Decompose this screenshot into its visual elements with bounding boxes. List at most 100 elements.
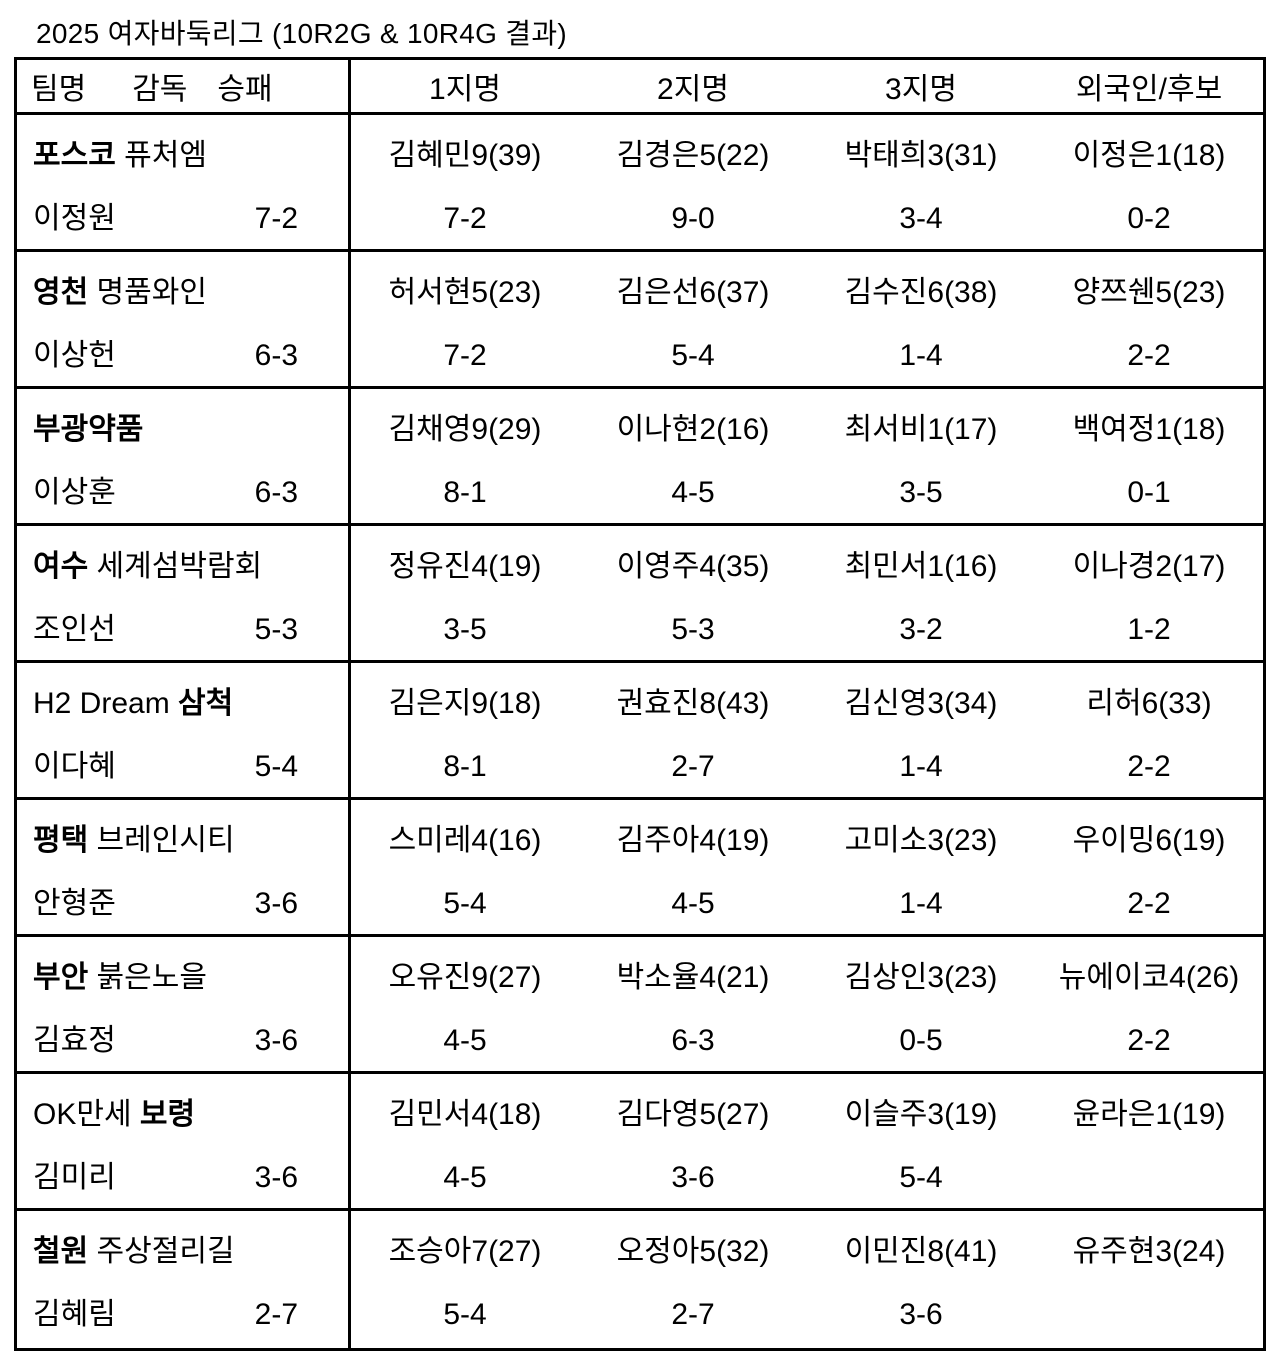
player-cell: 권효진8(43) 2-7 — [579, 663, 807, 797]
player-record: 4-5 — [671, 476, 715, 509]
player-name: 김민서4(18) — [388, 1098, 542, 1131]
team-name: H2 Dream 삼척 — [33, 687, 234, 720]
player-cell: 김주아4(19) 4-5 — [579, 800, 807, 934]
player-name: 오정아5(32) — [616, 1235, 770, 1268]
player-record: 1-4 — [899, 339, 943, 372]
player-cell: 리허6(33) 2-2 — [1035, 663, 1263, 797]
player-cell: 유주현3(24) — [1035, 1211, 1263, 1348]
player-name: 우이밍6(19) — [1072, 824, 1226, 857]
team-record: 6-3 — [254, 339, 298, 372]
coach-name: 김미리 — [33, 1161, 116, 1194]
header-team-label: 팀명 — [31, 73, 87, 106]
player-cell: 이영주4(35) 5-3 — [579, 526, 807, 660]
header-team-cell: 팀명 감독 승패 — [17, 60, 351, 112]
coach-line: 이상헌 6-3 — [33, 339, 348, 373]
player-cell: 허서현5(23) 7-2 — [351, 252, 579, 386]
player-name: 이정은1(18) — [1072, 139, 1226, 172]
table-row: 평택 브레인시티 안형준 3-6 스미레4(16) 5-4 김주아4(19) 4… — [17, 800, 1263, 937]
team-record: 3-6 — [254, 887, 298, 920]
player-name: 고미소3(23) — [844, 824, 998, 857]
table-row: 철원 주상절리길 김혜림 2-7 조승아7(27) 5-4 오정아5(32) 2… — [17, 1211, 1263, 1348]
team-record: 3-6 — [254, 1024, 298, 1057]
player-cell: 오정아5(32) 2-7 — [579, 1211, 807, 1348]
player-cell: 백여정1(18) 0-1 — [1035, 389, 1263, 523]
player-name: 박태희3(31) — [844, 139, 998, 172]
player-record: 2-2 — [1127, 339, 1171, 372]
coach-line: 이다혜 5-4 — [33, 750, 348, 784]
player-name: 김혜민9(39) — [388, 139, 542, 172]
player-cell: 최민서1(16) 3-2 — [807, 526, 1035, 660]
team-name: 평택 브레인시티 — [33, 824, 235, 857]
player-name: 김은지9(18) — [388, 687, 542, 720]
player-record: 5-4 — [899, 1161, 943, 1194]
player-record: 7-2 — [443, 339, 487, 372]
player-cell: 김수진6(38) 1-4 — [807, 252, 1035, 386]
player-record: 2-2 — [1127, 887, 1171, 920]
player-name: 백여정1(18) — [1072, 413, 1226, 446]
team-record: 2-7 — [254, 1298, 298, 1331]
player-record: 2-2 — [1127, 750, 1171, 783]
player-cell: 김상인3(23) 0-5 — [807, 937, 1035, 1071]
table-row: 부광약품 이상훈 6-3 김채영9(29) 8-1 이나현2(16) 4-5 최… — [17, 389, 1263, 526]
player-name: 최서비1(17) — [844, 413, 998, 446]
player-name: 권효진8(43) — [616, 687, 770, 720]
player-record: 1-4 — [899, 887, 943, 920]
coach-name: 이상훈 — [33, 476, 116, 509]
team-cell: 부안 붉은노을 김효정 3-6 — [17, 937, 351, 1071]
player-record: 3-5 — [899, 476, 943, 509]
coach-name: 이상헌 — [33, 339, 116, 372]
player-name: 이민진8(41) — [844, 1235, 998, 1268]
player-cell: 정유진4(19) 3-5 — [351, 526, 579, 660]
player-name: 김상인3(23) — [844, 961, 998, 994]
header-pick3: 3지명 — [885, 73, 957, 106]
player-record: 1-4 — [899, 750, 943, 783]
header-result-label: 승패 — [217, 73, 273, 106]
player-name: 이영주4(35) — [616, 550, 770, 583]
player-name: 조승아7(27) — [388, 1235, 542, 1268]
player-name: 이슬주3(19) — [844, 1098, 998, 1131]
player-record: 8-1 — [443, 476, 487, 509]
player-cell: 김경은5(22) 9-0 — [579, 115, 807, 249]
team-record: 5-4 — [254, 750, 298, 783]
player-cell: 우이밍6(19) 2-2 — [1035, 800, 1263, 934]
player-name: 정유진4(19) — [388, 550, 542, 583]
page-title: 2025 여자바둑리그 (10R2G & 10R4G 결과) — [36, 18, 568, 49]
player-cell: 이정은1(18) 0-2 — [1035, 115, 1263, 249]
team-cell: H2 Dream 삼척 이다혜 5-4 — [17, 663, 351, 797]
player-cell: 최서비1(17) 3-5 — [807, 389, 1035, 523]
team-record: 6-3 — [254, 476, 298, 509]
player-cell: 오유진9(27) 4-5 — [351, 937, 579, 1071]
header-coach-label: 감독 — [132, 73, 188, 106]
player-name: 김수진6(38) — [844, 276, 998, 309]
player-record: 1-2 — [1127, 613, 1171, 646]
player-name: 양쯔쉔5(23) — [1072, 276, 1226, 309]
coach-line: 조인선 5-3 — [33, 613, 348, 647]
header-pick1: 1지명 — [429, 73, 501, 106]
table-row: H2 Dream 삼척 이다혜 5-4 김은지9(18) 8-1 권효진8(43… — [17, 663, 1263, 800]
player-record: 4-5 — [671, 887, 715, 920]
player-cell: 김은지9(18) 8-1 — [351, 663, 579, 797]
team-record: 7-2 — [254, 202, 298, 235]
player-record: 5-4 — [671, 339, 715, 372]
player-record: 0-5 — [899, 1024, 943, 1057]
player-record: 8-1 — [443, 750, 487, 783]
player-cell: 김은선6(37) 5-4 — [579, 252, 807, 386]
player-cell: 이민진8(41) 3-6 — [807, 1211, 1035, 1348]
team-name: 철원 주상절리길 — [33, 1235, 235, 1268]
team-name: 여수 세계섬박람회 — [33, 550, 263, 583]
player-record: 0-2 — [1127, 202, 1171, 235]
team-cell: 여수 세계섬박람회 조인선 5-3 — [17, 526, 351, 660]
player-record: 3-6 — [899, 1298, 943, 1331]
player-record: 5-4 — [443, 887, 487, 920]
player-name: 뉴에이코4(26) — [1058, 961, 1240, 994]
player-name: 이나경2(17) — [1072, 550, 1226, 583]
player-record: 4-5 — [443, 1161, 487, 1194]
team-cell: OK만세 보령 김미리 3-6 — [17, 1074, 351, 1208]
player-record: 4-5 — [443, 1024, 487, 1057]
player-name: 김채영9(29) — [388, 413, 542, 446]
coach-line: 안형준 3-6 — [33, 887, 348, 921]
coach-name: 조인선 — [33, 613, 116, 646]
coach-name: 김효정 — [33, 1024, 116, 1057]
player-cell: 김혜민9(39) 7-2 — [351, 115, 579, 249]
player-name: 김은선6(37) — [616, 276, 770, 309]
